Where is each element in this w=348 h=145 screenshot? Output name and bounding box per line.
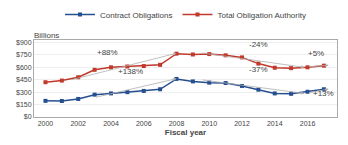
svg-text:Fiscal year: Fiscal year (165, 128, 206, 137)
svg-text:$150: $150 (16, 101, 32, 108)
svg-text:$0: $0 (24, 113, 32, 120)
svg-text:2016: 2016 (300, 120, 316, 127)
svg-text:2010: 2010 (201, 120, 217, 127)
svg-text:Total Obligation Authority: Total Obligation Authority (217, 11, 306, 20)
svg-text:2004: 2004 (103, 120, 119, 127)
svg-text:Billions: Billions (34, 31, 59, 40)
svg-text:2014: 2014 (267, 120, 283, 127)
svg-text:2002: 2002 (70, 120, 86, 127)
svg-text:-24%: -24% (249, 40, 268, 49)
svg-text:2012: 2012 (234, 120, 250, 127)
svg-text:$750: $750 (16, 51, 32, 58)
svg-text:2000: 2000 (38, 120, 54, 127)
svg-text:$900: $900 (16, 39, 32, 46)
svg-text:$600: $600 (16, 64, 32, 71)
svg-text:2008: 2008 (169, 120, 185, 127)
svg-text:-37%: -37% (249, 65, 268, 74)
svg-text:2006: 2006 (136, 120, 152, 127)
svg-text:+5%: +5% (308, 49, 324, 58)
svg-text:+88%: +88% (97, 48, 118, 57)
svg-text:+138%: +138% (118, 67, 143, 76)
svg-text:$300: $300 (16, 89, 32, 96)
svg-text:$450: $450 (16, 76, 32, 83)
svg-text:Contract Obligations: Contract Obligations (100, 11, 172, 20)
svg-text:+13%: +13% (313, 89, 334, 98)
